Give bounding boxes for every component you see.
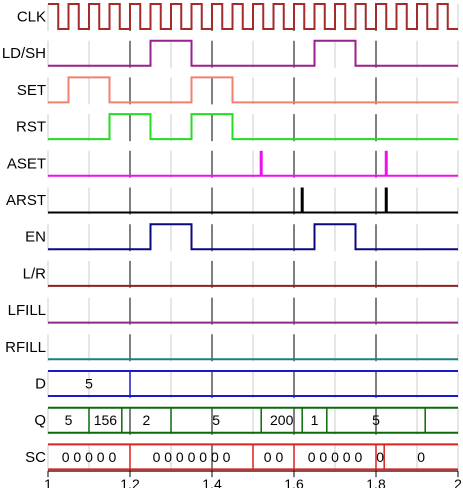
bus-value-label: 5 [85, 376, 93, 392]
trace-sc: 0 0 0 0 0 0 0 0 0 0 0 0 0 0 0 0 0 0 0 0 0 [48, 443, 458, 471]
axis-tick-label: 1 [44, 476, 52, 488]
bus-value-label: 0 [417, 449, 425, 465]
pulse-spike [300, 187, 304, 213]
signal-label-ldsh: LD/SH [2, 45, 46, 62]
bus-value-label: 0 0 0 0 0 0 0 [153, 449, 231, 465]
axis-tick-label: 1.6 [284, 476, 304, 488]
bus-value-label: 0 0 0 0 0 [308, 449, 363, 465]
bus-value-label: 1 [311, 412, 319, 428]
bus-value-label: 156 [94, 412, 118, 428]
trace-clk [48, 3, 458, 30]
signal-label-d: D [35, 376, 46, 393]
pulse-spike [384, 187, 388, 213]
signal-label-sc: SC [25, 449, 46, 466]
bus-value-label: 5 [212, 412, 220, 428]
bus-value-label: 0 0 0 0 0 [62, 449, 117, 465]
bus-value-label: 0 [376, 449, 384, 465]
trace-ldsh [48, 39, 458, 67]
pulse-spike [259, 150, 263, 176]
digital-waveform [48, 39, 458, 67]
time-axis: 1 1.2 1.4 1.6 1.8 2 [44, 470, 462, 488]
signal-label-arst: ARST [6, 192, 46, 209]
trace-arst [48, 187, 458, 214]
signal-label-q: Q [34, 412, 46, 429]
trace-en [48, 223, 458, 251]
signal-label-rst: RST [16, 119, 46, 136]
trace-rst [48, 113, 458, 141]
bus-value-label: 5 [372, 412, 380, 428]
signal-label-clk: CLK [17, 9, 46, 26]
trace-set [48, 76, 458, 104]
signal-labels: CLK LD/SH SET RST ASET ARST EN L/R LFILL RFILL D Q S… [2, 9, 46, 466]
trace-d: 5 [48, 370, 458, 397]
digital-waveform [48, 76, 458, 104]
trace-aset [48, 150, 458, 177]
digital-waveform [48, 223, 458, 251]
axis-tick-label: 1.2 [120, 476, 140, 488]
grid-lines [47, 4, 459, 472]
axis-tick-label: 2 [454, 476, 462, 488]
axis-tick-label: 1.8 [366, 476, 386, 488]
bus-value-label: 0 0 [264, 449, 284, 465]
signal-label-lr: L/R [23, 265, 47, 282]
axis-tick-label: 1.4 [202, 476, 222, 488]
digital-waveform [48, 113, 458, 141]
signal-label-aset: ASET [7, 155, 46, 172]
signal-label-rfill: RFILL [5, 339, 46, 356]
pulse-spike [384, 150, 388, 176]
trace-q: 5 156 2 5 200 1 5 [48, 406, 458, 434]
signal-label-set: SET [17, 82, 46, 99]
signal-label-lfill: LFILL [8, 302, 46, 319]
signal-label-en: EN [25, 229, 46, 246]
clock-waveform [48, 3, 458, 30]
bus-value-label: 5 [65, 412, 73, 428]
bus-value-label: 2 [143, 412, 151, 428]
bus-value-label: 200 [270, 412, 294, 428]
